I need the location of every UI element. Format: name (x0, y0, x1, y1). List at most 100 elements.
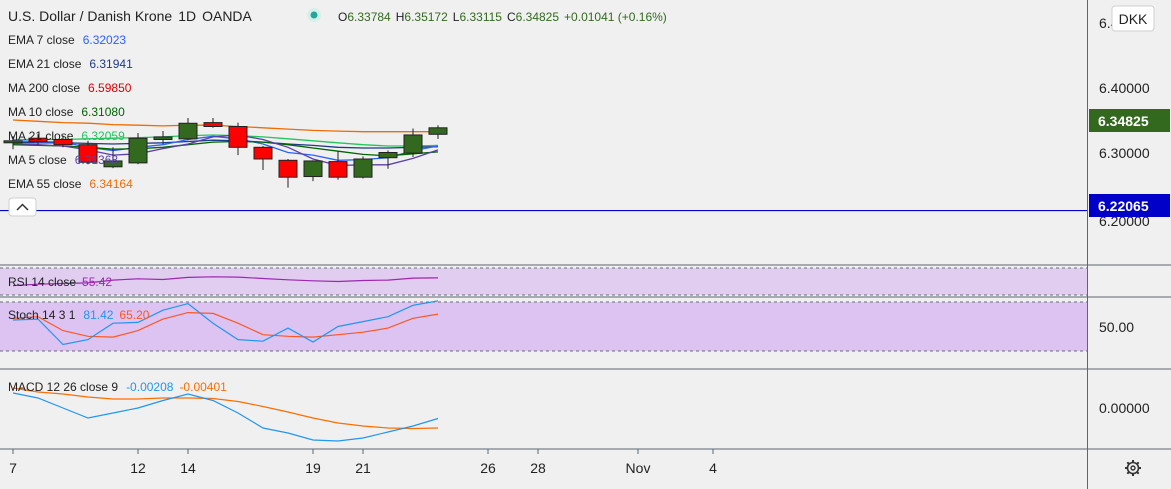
indicator-legend-row[interactable]: MA 10 close 6.31080 (8, 105, 125, 119)
candle-body (78, 144, 98, 163)
time-axis[interactable] (0, 449, 1087, 489)
candle-down[interactable] (78, 140, 98, 165)
indicator-value: 6.31941 (89, 57, 133, 71)
candle-body (28, 137, 48, 142)
candle-body (203, 122, 223, 127)
series-line (12, 119, 438, 133)
candle-down[interactable] (53, 135, 73, 148)
time-tick-label: 7 (9, 460, 17, 476)
candle-down[interactable] (228, 122, 248, 156)
candle-body (378, 152, 398, 159)
candle-up[interactable] (303, 160, 323, 182)
ohlc-values: O6.33784 H6.35172 L6.33115 C6.34825 +0.01041… (338, 10, 667, 24)
candle-down[interactable] (253, 146, 273, 171)
candle-body (278, 159, 298, 178)
candle-up[interactable] (153, 131, 173, 145)
candle-up[interactable] (3, 136, 23, 150)
stoch-k-line (12, 300, 439, 346)
live-status-dot (310, 11, 318, 19)
symbol-title[interactable]: U.S. Dollar / Danish Krone 1D OANDA (8, 8, 253, 24)
indicator-name: MA 10 close (8, 105, 74, 119)
currency-badge[interactable] (1111, 5, 1155, 32)
indicator-value: 6.32059 (81, 129, 125, 143)
candle-up[interactable] (428, 125, 448, 139)
candle-body (3, 140, 23, 144)
indicator-legend-row[interactable]: EMA 7 close 6.32023 (8, 33, 126, 47)
indicator-name: EMA 7 close (8, 33, 75, 47)
indicator-value: 6.31080 (81, 105, 125, 119)
time-tick-label: 21 (355, 460, 371, 476)
series-line (12, 139, 439, 149)
candle-down[interactable] (203, 118, 223, 128)
indicator-name: EMA 55 close (8, 177, 82, 191)
stoch-legend: Stoch 14 3 1 81.42 65.20 (8, 308, 150, 322)
indicator-value: 6.59850 (88, 81, 132, 95)
currency-badge-label: DKK (1119, 11, 1148, 27)
chevron-up-icon (16, 203, 29, 211)
line-price-marker (1089, 194, 1170, 217)
macd-signal-line (12, 387, 439, 430)
candle-down[interactable] (328, 151, 348, 180)
collapse-legend-button[interactable] (8, 197, 37, 217)
candle-up[interactable] (128, 133, 148, 165)
macd-legend: MACD 12 26 close 9 -0.00208 -0.00401 (8, 380, 227, 394)
candle-body (128, 137, 148, 164)
candle-body (428, 127, 448, 135)
indicator-value: 6.34164 (89, 177, 133, 191)
candle-body (103, 160, 123, 168)
rsi-band (0, 268, 1087, 295)
indicator-legend-row[interactable]: EMA 55 close 6.34164 (8, 177, 133, 191)
candle-body (53, 139, 73, 146)
indicator-legend-row[interactable]: MA 5 close 6.31368 (8, 153, 118, 167)
indicator-name: MA 200 close (8, 81, 80, 95)
indicator-name: MA 5 close (8, 153, 67, 167)
stoch-d-line (12, 311, 439, 338)
candle-up[interactable] (353, 156, 373, 179)
time-tick-label: 28 (530, 460, 546, 476)
macd-line (12, 392, 439, 442)
rsi-legend: RSI 14 close 55.42 (8, 275, 112, 289)
candle-body (228, 126, 248, 148)
price-tick: 6.30000 (1099, 145, 1150, 161)
candle-up[interactable] (378, 150, 398, 169)
candle-body (403, 134, 423, 154)
time-tick-label: 14 (180, 460, 196, 476)
line-price-label: 6.22065 (1098, 198, 1149, 214)
rsi-line (12, 276, 439, 287)
candle-up[interactable] (103, 147, 123, 169)
price-axis[interactable] (1088, 0, 1171, 489)
candle-up[interactable] (178, 118, 198, 141)
time-tick-label: 19 (305, 460, 321, 476)
indicator-legend-row[interactable]: EMA 21 close 6.31941 (8, 57, 133, 71)
time-tick-label: 4 (709, 460, 717, 476)
candle-body (353, 158, 373, 178)
exchange-label: OANDA (202, 8, 252, 24)
indicator-legend-row[interactable]: MA 200 close 6.59850 (8, 81, 132, 95)
current-price-label: 6.34825 (1098, 113, 1149, 129)
candle-down[interactable] (28, 134, 48, 145)
price-tick: 6.40000 (1099, 80, 1150, 96)
time-tick-label: 26 (480, 460, 496, 476)
indicator-name: MA 21 close (8, 129, 74, 143)
macd-axis-tick: 0.00000 (1099, 400, 1150, 416)
candle-body (303, 160, 323, 178)
indicator-value: 6.31368 (75, 153, 119, 167)
gear-icon[interactable] (1125, 460, 1141, 476)
symbol-name: U.S. Dollar / Danish Krone (8, 8, 172, 24)
stoch-band (0, 302, 1087, 351)
indicator-value: 6.32023 (83, 33, 127, 47)
candle-body (153, 136, 173, 140)
indicator-legend-row[interactable]: MA 21 close 6.32059 (8, 129, 125, 143)
interval-label: 1D (178, 8, 196, 24)
candle-up[interactable] (403, 128, 423, 158)
candle-body (328, 161, 348, 178)
candle-body (178, 122, 198, 140)
time-tick-label: Nov (626, 460, 651, 476)
time-tick-label: 12 (130, 460, 146, 476)
candle-down[interactable] (278, 159, 298, 188)
indicator-name: EMA 21 close (8, 57, 82, 71)
macd-pane[interactable] (0, 370, 1087, 448)
current-price-marker (1089, 109, 1170, 132)
